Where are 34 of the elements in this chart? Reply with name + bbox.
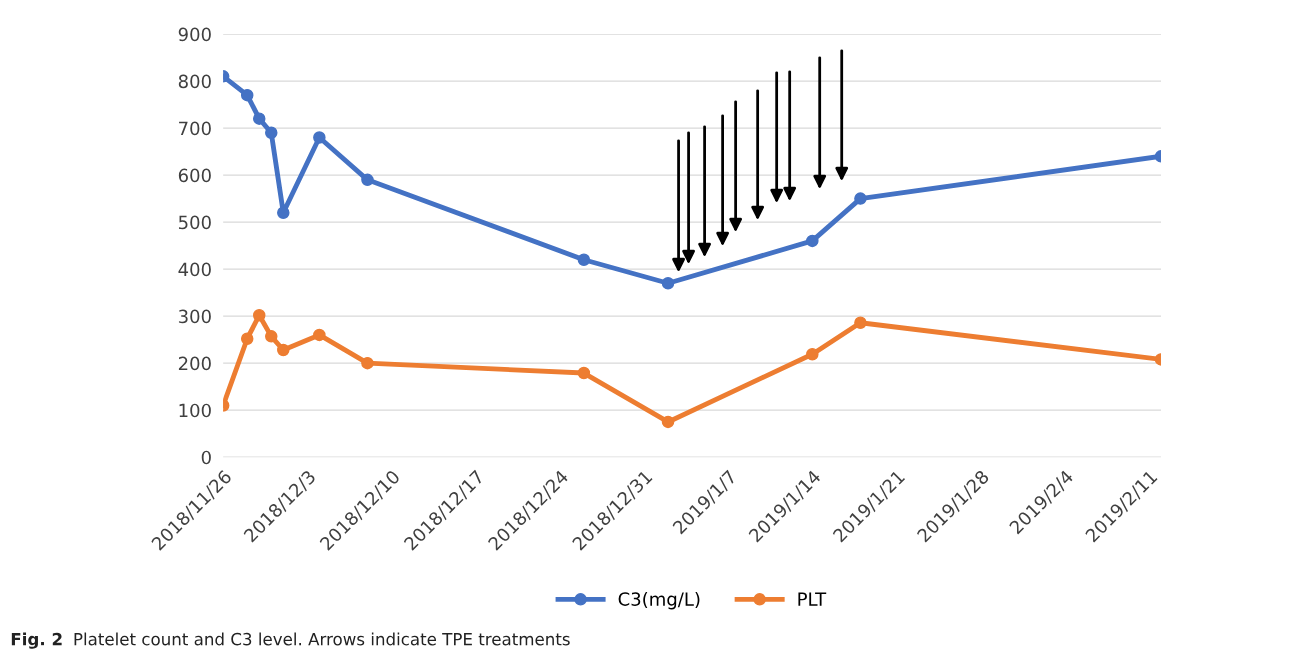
y-tick-label: 100: [179, 403, 211, 418]
point: [854, 316, 867, 329]
point: [252, 112, 266, 125]
text: Platelet count and C3 level. Arrows indicate TPE treatments: [74, 632, 570, 646]
point: [361, 173, 374, 187]
point: [806, 347, 819, 361]
y-tick-label: 500: [178, 215, 211, 230]
y-tick-label: 700: [179, 121, 211, 136]
point: [252, 308, 266, 322]
point: [577, 253, 591, 266]
point: [313, 328, 326, 342]
point: [854, 192, 867, 205]
y-tick-label: 0: [201, 450, 211, 465]
point: [240, 332, 254, 345]
point: [661, 415, 675, 429]
point: [265, 330, 278, 343]
legend-label: C3(mg/L): [618, 591, 700, 610]
point: [240, 88, 254, 102]
legend-label: PLT: [798, 592, 827, 606]
point: [361, 356, 374, 370]
caption: Fig. 2: [11, 632, 62, 649]
point: [313, 131, 326, 144]
point: [265, 126, 278, 140]
point: [277, 343, 290, 357]
y-tick-label: 300: [178, 309, 211, 324]
y-tick-label: 200: [178, 356, 211, 371]
y-tick-label: 400: [178, 262, 211, 277]
point: [577, 366, 591, 380]
point: [661, 276, 675, 290]
point: [806, 234, 819, 248]
y-tick-label: 800: [178, 74, 211, 89]
point: [277, 206, 290, 219]
y-tick-label: 900: [178, 27, 211, 42]
y-tick-label: 600: [178, 168, 211, 183]
